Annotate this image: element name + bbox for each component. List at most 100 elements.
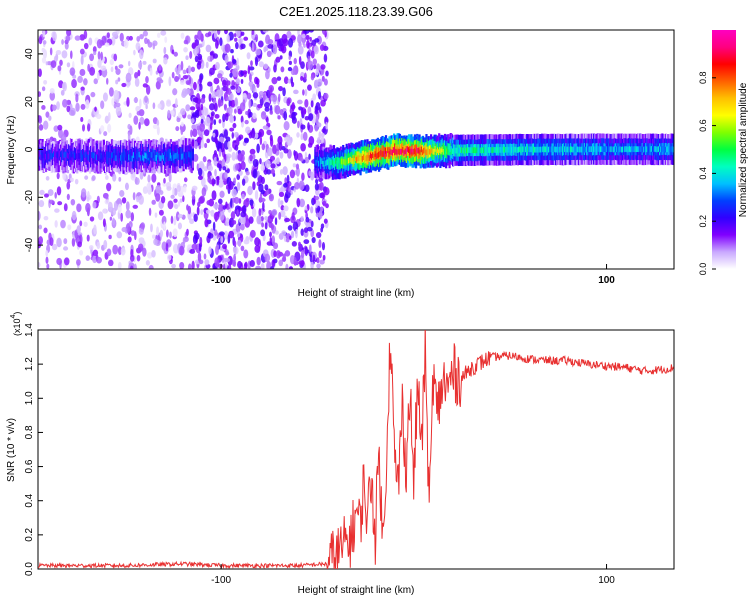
spectrogram-noise-mark	[234, 108, 237, 114]
spectrogram-x-label: Height of straight line (km)	[298, 288, 415, 299]
spectrogram-noise-mark	[278, 191, 285, 197]
spectrogram-noise-mark	[182, 237, 186, 244]
spectrogram-noise-mark	[232, 122, 237, 129]
spectrogram-band-mark	[55, 151, 58, 158]
spectrogram-noise-mark	[291, 101, 295, 112]
spectrogram-band-mark	[324, 160, 327, 167]
spectrogram-noise-mark	[151, 199, 156, 205]
spectrogram-y-tick-label: 0	[24, 146, 35, 152]
spectrogram-noise-mark	[285, 263, 289, 269]
spectrogram-band-mark	[147, 152, 151, 158]
spectrogram-noise-mark	[163, 177, 166, 184]
spectrogram-band-mark	[410, 148, 413, 155]
spectrogram-noise-mark	[323, 92, 329, 100]
spectrogram-noise-mark	[79, 249, 84, 256]
spectrogram-noise-mark	[213, 212, 220, 221]
spectrogram-band-mark	[588, 146, 591, 153]
spectrogram-noise-mark	[189, 106, 196, 111]
spectrogram-noise-mark	[145, 260, 150, 266]
spectrogram-band-mark	[62, 153, 65, 160]
spectrogram-noise-mark	[297, 99, 303, 105]
spectrogram-noise-mark	[96, 256, 102, 264]
spectrogram-band-mark	[414, 149, 418, 156]
spectrogram-noise-mark	[41, 105, 46, 110]
spectrogram-noise-mark	[320, 192, 326, 199]
spectrogram-noise-mark	[296, 132, 300, 138]
spectrogram-noise-mark	[121, 82, 127, 88]
spectrogram-band-mark	[103, 151, 107, 158]
spectrogram-band-mark	[71, 151, 74, 164]
spectrogram-band-mark	[532, 146, 536, 153]
spectrogram-noise-mark	[216, 157, 219, 162]
spectrogram-noise-mark	[278, 93, 281, 103]
spectrogram-band-mark	[609, 146, 612, 153]
spectrogram-band-mark	[434, 146, 437, 152]
spectrogram-noise-mark	[93, 78, 98, 85]
spectrogram-noise-mark	[270, 94, 274, 102]
spectrogram-band-mark	[91, 152, 94, 165]
spectrogram-noise-mark	[283, 148, 289, 154]
spectrogram-noise-mark	[233, 177, 237, 185]
spectrogram-band-mark	[182, 152, 185, 159]
spectrogram-noise-mark	[219, 210, 225, 221]
spectrogram-noise-mark	[102, 92, 108, 102]
spectrogram-noise-mark	[106, 77, 109, 85]
spectrogram-noise-mark	[195, 102, 201, 110]
spectrogram-noise-mark	[215, 61, 220, 70]
spectrogram-noise-mark	[274, 230, 279, 235]
spectrogram-noise-mark	[272, 44, 278, 55]
spectrogram-noise-mark	[305, 34, 310, 41]
spectrogram-noise-mark	[284, 177, 287, 185]
spectrogram-noise-mark	[310, 100, 314, 108]
spectrogram-band-mark	[558, 146, 561, 153]
spectrogram-noise-mark	[55, 49, 62, 55]
spectrogram-noise-mark	[61, 82, 66, 90]
spectrogram-noise-mark	[310, 50, 315, 59]
spectrogram-band-mark	[335, 157, 338, 164]
spectrogram-noise-mark	[190, 84, 194, 89]
spectrogram-noise-mark	[63, 203, 68, 212]
spectrogram-noise-mark	[69, 67, 76, 76]
spectrogram-band-mark	[477, 147, 480, 154]
spectrogram-noise-mark	[229, 72, 233, 78]
spectrogram-band-mark	[96, 154, 100, 161]
spectrogram-band-mark	[578, 146, 581, 153]
spectrogram-noise-mark	[207, 31, 212, 37]
spectrogram-noise-mark	[38, 68, 42, 77]
spectrogram-noise-mark	[231, 151, 236, 161]
spectrogram-noise-mark	[243, 249, 249, 259]
spectrogram-noise-mark	[139, 33, 144, 40]
spectrogram-noise-mark	[142, 186, 148, 194]
spectrogram-band-mark	[486, 146, 489, 153]
spectrogram-noise-mark	[185, 55, 189, 60]
spectrogram-noise-mark	[57, 201, 63, 206]
spectrogram-band-mark	[502, 146, 506, 153]
spectrogram-band-mark	[349, 157, 352, 163]
spectrogram-noise-mark	[264, 253, 271, 263]
spectrogram-noise-mark	[148, 207, 152, 217]
spectrogram-band-mark	[500, 146, 503, 153]
spectrogram-noise-mark	[129, 254, 135, 262]
spectrogram-band-mark	[606, 146, 610, 152]
spectrogram-noise-mark	[104, 199, 110, 205]
spectrogram-noise-mark	[209, 51, 214, 56]
spectrogram-band-mark	[463, 147, 466, 154]
spectrogram-noise-mark	[214, 169, 217, 177]
spectrogram-noise-mark	[218, 99, 224, 107]
spectrogram-noise-mark	[286, 174, 290, 184]
spectrogram-noise-mark	[241, 204, 247, 214]
spectrogram-band-mark	[630, 146, 633, 153]
spectrogram-noise-mark	[309, 36, 312, 42]
spectrogram-noise-mark	[240, 245, 245, 252]
spectrogram-band-mark	[430, 149, 433, 156]
spectrogram-band-mark	[440, 148, 443, 155]
spectrogram-noise-mark	[270, 163, 276, 169]
spectrogram-noise-mark	[227, 141, 231, 149]
spectrogram-noise-mark	[322, 254, 326, 261]
spectrogram-noise-mark	[191, 112, 198, 118]
spectrogram-noise-mark	[42, 40, 47, 45]
spectrogram-noise-mark	[149, 67, 153, 76]
spectrogram-noise-mark	[320, 223, 325, 229]
spectrogram-noise-mark	[166, 186, 172, 191]
spectrogram-band-mark	[161, 153, 164, 159]
